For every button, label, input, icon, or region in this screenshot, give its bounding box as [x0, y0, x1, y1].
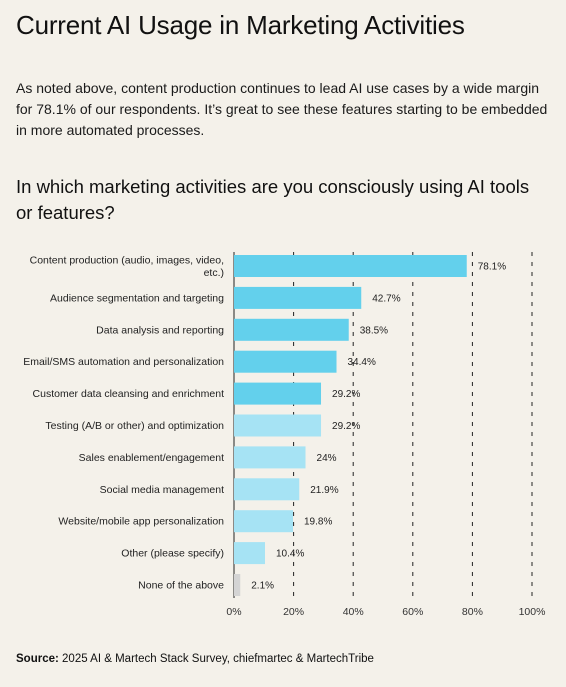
- x-tick-label-20: 20%: [283, 606, 304, 618]
- x-tick-label-0: 0%: [226, 606, 241, 618]
- value-label-2: 38.5%: [360, 325, 388, 336]
- category-label-9: Other (please specify): [121, 548, 224, 560]
- value-label-7: 21.9%: [310, 485, 338, 496]
- value-label-0: 78.1%: [478, 262, 506, 273]
- bar-7: [234, 478, 300, 501]
- value-label-10: 2.1%: [251, 581, 274, 592]
- category-label-6: Sales enablement/engagement: [79, 452, 224, 464]
- x-tick-label-60: 60%: [402, 606, 423, 618]
- bar-3: [234, 350, 337, 373]
- bar-8: [234, 510, 294, 533]
- category-label-8: Website/mobile app personalization: [58, 516, 224, 528]
- x-tick-label-80: 80%: [462, 606, 483, 618]
- bar-1: [234, 286, 362, 309]
- bar-0: [234, 255, 467, 277]
- bar-6: [234, 446, 306, 469]
- source-note: Source: 2025 AI & Martech Stack Survey, …: [16, 653, 374, 665]
- category-label-5: Testing (A/B or other) and optimization: [45, 420, 224, 432]
- value-label-8: 19.8%: [304, 517, 332, 528]
- category-label-line: Audience segmentation and targeting: [50, 292, 224, 304]
- x-tick-label-40: 40%: [343, 606, 364, 618]
- bar-4: [234, 382, 322, 405]
- value-label-1: 42.7%: [372, 293, 400, 304]
- category-label-line: Social media management: [100, 484, 224, 496]
- category-label-line: Data analysis and reporting: [96, 324, 224, 336]
- chart-title: In which marketing activities are you co…: [16, 176, 530, 223]
- bar-2: [234, 318, 349, 341]
- category-label-line: Customer data cleansing and enrichment: [33, 388, 225, 400]
- value-label-9: 10.4%: [276, 549, 304, 560]
- value-label-3: 34.4%: [348, 357, 376, 368]
- page-title: Current AI Usage in Marketing Activities: [16, 10, 465, 40]
- value-label-5: 29.2%: [332, 421, 360, 432]
- category-label-1: Audience segmentation and targeting: [50, 292, 224, 304]
- category-label-3: Email/SMS automation and personalization: [23, 356, 224, 368]
- value-label-6: 24%: [317, 453, 337, 464]
- value-label-4: 29.2%: [332, 389, 360, 400]
- category-label-line: Other (please specify): [121, 548, 224, 560]
- category-label-4: Customer data cleansing and enrichment: [33, 388, 225, 400]
- bar-chart: 78.1% Content production (audio, images, …: [23, 252, 546, 618]
- category-label-line: None of the above: [138, 580, 224, 592]
- category-label-line: Testing (A/B or other) and optimization: [45, 420, 224, 432]
- category-label-line: etc.): [204, 267, 224, 279]
- bar-9: [234, 542, 265, 565]
- intro-paragraph: As noted above, content production conti…: [16, 80, 548, 138]
- category-label-10: None of the above: [138, 580, 224, 592]
- bar-5: [234, 414, 322, 437]
- category-label-7: Social media management: [100, 484, 224, 496]
- source-text: 2025 AI & Martech Stack Survey, chiefmar…: [58, 653, 374, 665]
- bar-10: [234, 574, 241, 596]
- category-label-line: Email/SMS automation and personalization: [23, 356, 224, 368]
- category-label-line: Content production (audio, images, video…: [30, 254, 224, 266]
- category-label-2: Data analysis and reporting: [96, 324, 224, 336]
- category-label-0: Content production (audio, images, video…: [30, 254, 224, 279]
- category-label-line: Website/mobile app personalization: [58, 516, 224, 528]
- source-label: Source:: [16, 653, 59, 665]
- x-tick-label-100: 100%: [519, 606, 546, 618]
- category-label-line: Sales enablement/engagement: [79, 452, 224, 464]
